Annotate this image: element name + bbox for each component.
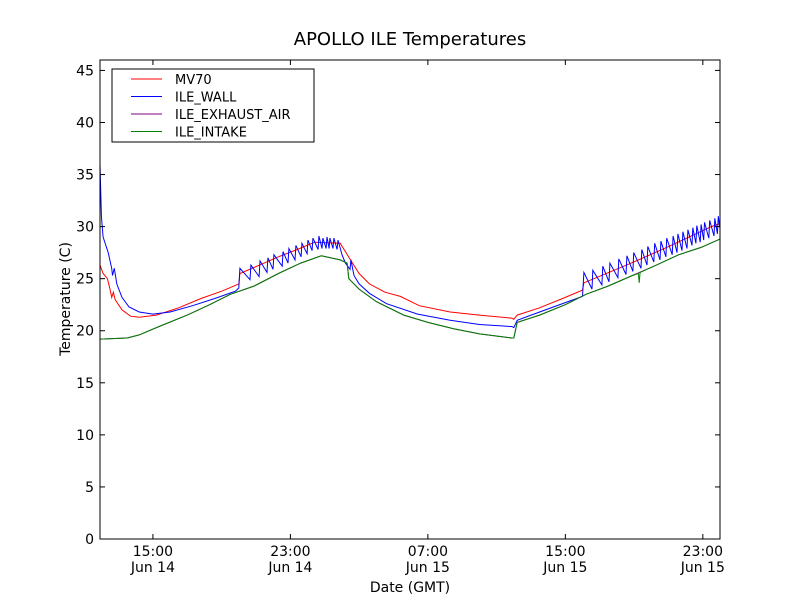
x-tick-time: 23:00 [270,544,310,560]
y-tick-label: 15 [76,376,94,392]
axes-frame [99,59,721,540]
x-tick-date: Jun 15 [542,560,587,576]
series-line-ile-exhaust-air [99,238,721,340]
y-axis: 0 5 10 15 20 25 30 35 40 45 [76,63,720,548]
series-line-mv70 [99,223,721,320]
y-tick-label: 35 [76,168,94,184]
x-tick-time: 15:00 [545,544,585,560]
legend: MV70 ILE_WALL ILE_EXHAUST_AIR ILE_INTAKE [111,68,315,143]
x-tick-time: 07:00 [408,544,448,560]
x-tick-time: 23:00 [683,544,723,560]
x-tick-time: 15:00 [133,544,173,560]
y-tick-label: 40 [76,115,94,131]
y-tick-label: 20 [76,324,94,340]
x-tick-date: Jun 14 [267,560,312,576]
x-axis-label: Date (GMT) [370,580,450,596]
y-tick-label: 30 [76,220,94,236]
y-tick-label: 0 [85,532,94,548]
legend-label: ILE_EXHAUST_AIR [175,108,291,123]
chart-title: APOLLO ILE Temperatures [294,29,526,50]
y-axis-label: Temperature (C) [58,242,74,357]
y-tick-label: 10 [76,428,94,444]
series-line-ile-wall [99,164,721,329]
legend-label: ILE_WALL [175,91,237,106]
legend-label: ILE_INTAKE [175,126,247,141]
series-line-ile-intake [99,238,721,340]
x-tick-date: Jun 15 [405,560,450,576]
legend-label: MV70 [175,73,212,88]
x-tick-date: Jun 15 [680,560,725,576]
legend-frame [111,68,315,143]
y-tick-label: 45 [76,63,94,79]
x-tick-date: Jun 14 [130,560,175,576]
y-tick-label: 5 [85,480,94,496]
plot-lines [99,164,721,340]
y-tick-label: 25 [76,272,94,288]
